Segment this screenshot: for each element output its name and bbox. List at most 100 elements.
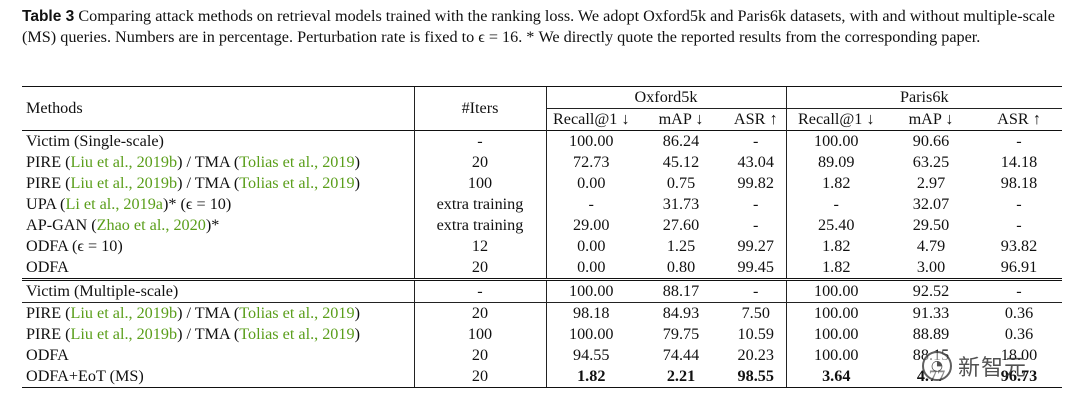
- header-oxford-map: mAP ↓: [658, 110, 704, 128]
- table-row: PIRE (Liu et al., 2019b) / TMA (Tolias e…: [22, 173, 1062, 194]
- value-cell: 100.00: [785, 130, 886, 152]
- value-cell: 0.80: [666, 258, 696, 276]
- value-cell: 63.25: [912, 153, 950, 171]
- method-cell: PIRE (Liu et al., 2019b) / TMA (Tolias e…: [22, 173, 414, 194]
- method-cell: ODFA: [22, 345, 414, 366]
- value-cell: -: [1016, 216, 1022, 234]
- value-cell: 0.00: [545, 236, 636, 257]
- iters-cell: 20: [413, 345, 546, 366]
- value-cell: 32.07: [912, 195, 950, 213]
- value-cell: 29.50: [912, 216, 950, 234]
- method-cell: PIRE (Liu et al., 2019b) / TMA (Tolias e…: [22, 152, 414, 173]
- value-cell: -: [785, 194, 886, 215]
- citation-link[interactable]: Li et al., 2019a: [65, 195, 163, 213]
- table-row: PIRE (Liu et al., 2019b) / TMA (Tolias e…: [22, 152, 1062, 173]
- citation-link[interactable]: Tolias et al., 2019: [239, 174, 355, 192]
- value-cell: 98.55: [726, 366, 786, 388]
- caption-label: Table 3: [22, 8, 75, 25]
- table-row: ODFA (ϵ = 10) 12 0.00 1.25 99.27 1.82 4.79 93.8…: [22, 236, 1062, 257]
- iters-cell: -: [413, 278, 546, 303]
- caption-text: Comparing attack methods on retrieval mo…: [22, 7, 1055, 46]
- table-caption: Table 3 Comparing attack methods on retr…: [22, 6, 1062, 48]
- value-bold: 98.55: [737, 367, 774, 385]
- value-cell: -: [753, 195, 759, 213]
- watermark: ◔ 新智元: [922, 346, 1062, 386]
- value-cell: 92.52: [886, 278, 976, 303]
- table-row: Victim (Single-scale) -100.00 86.24-100.00…: [22, 130, 1062, 152]
- method-text: ): [354, 304, 360, 322]
- iters-cell: 20: [413, 366, 546, 388]
- method-text: ) / TMA (: [177, 174, 240, 192]
- citation-link[interactable]: Tolias et al., 2019: [239, 153, 355, 171]
- value-cell: 1.82: [785, 173, 886, 194]
- header-paris-asr: ASR ↑: [997, 110, 1041, 128]
- value-cell: 84.93: [636, 302, 726, 324]
- citation-link[interactable]: Tolias et al., 2019: [239, 325, 355, 343]
- method-text: ODFA+EoT (MS): [26, 367, 144, 385]
- method-cell: AP-GAN (Zhao et al., 2020)*: [22, 215, 414, 236]
- watermark-text: 新智元: [958, 356, 1028, 381]
- citation-link[interactable]: Liu et al., 2019b: [70, 153, 178, 171]
- table-row: Victim (Multiple-scale) -100.00 88.17-100.…: [22, 278, 1062, 303]
- value-cell: 99.82: [737, 174, 774, 192]
- value-cell: 31.73: [662, 195, 700, 213]
- iters-cell: 20: [413, 152, 546, 173]
- method-cell: Victim (Single-scale): [22, 130, 414, 152]
- value-cell: 3.64: [785, 366, 886, 388]
- citation-link[interactable]: Tolias et al., 2019: [239, 304, 355, 322]
- value-cell: 20.23: [737, 346, 774, 364]
- value-cell: 100.00: [545, 130, 636, 152]
- method-text: PIRE (: [26, 174, 71, 192]
- citation-link[interactable]: Liu et al., 2019b: [70, 304, 178, 322]
- value-cell: 2.97: [916, 174, 946, 192]
- value-bold: 3.64: [822, 367, 851, 385]
- value-bold: 96.73: [1000, 367, 1038, 385]
- value-cell: 1.82: [785, 257, 886, 280]
- value-bold: 2.21: [666, 367, 696, 385]
- table-row: UPA (Li et al., 2019a)* (ϵ = 10) extra tr…: [22, 194, 1062, 215]
- method-text: ) / TMA (: [177, 325, 240, 343]
- value-cell: 0.00: [545, 173, 636, 194]
- method-text: ODFA: [26, 346, 69, 364]
- method-cell: PIRE (Liu et al., 2019b) / TMA (Tolias e…: [22, 324, 414, 345]
- method-text: PIRE (: [26, 304, 71, 322]
- method-text: ): [354, 153, 360, 171]
- value-cell: 100.00: [545, 278, 636, 303]
- value-cell: 100.00: [785, 345, 886, 366]
- header-paris-recall: Recall@1 ↓: [785, 108, 886, 131]
- table-row: PIRE (Liu et al., 2019b) / TMA (Tolias e…: [22, 324, 1062, 345]
- value-cell: 0.75: [666, 174, 696, 192]
- table-row: ODFA 20 0.00 0.80 99.45 1.82 3.00 96.91: [22, 257, 1062, 280]
- value-cell: 86.24: [636, 130, 726, 152]
- value-cell: 98.18: [545, 302, 636, 324]
- value-cell: 100.00: [785, 278, 886, 303]
- method-cell: ODFA (ϵ = 10): [22, 236, 414, 257]
- value-cell: 72.73: [545, 152, 636, 173]
- value-cell: 74.44: [662, 346, 700, 364]
- method-cell: UPA (Li et al., 2019a)* (ϵ = 10): [22, 194, 414, 215]
- value-cell: -: [976, 130, 1062, 152]
- value-cell: -: [1016, 195, 1022, 213]
- value-cell: 99.45: [737, 258, 774, 276]
- method-text: Victim (Multiple-scale): [26, 282, 179, 300]
- value-cell: 94.55: [545, 345, 636, 366]
- value-cell: 45.12: [662, 153, 700, 171]
- method-text: ) / TMA (: [177, 153, 240, 171]
- value-cell: -: [545, 194, 636, 215]
- value-cell: 88.17: [636, 278, 726, 303]
- citation-link[interactable]: Zhao et al., 2020: [96, 216, 206, 234]
- value-cell: 25.40: [785, 215, 886, 236]
- iters-cell: 12: [413, 236, 546, 257]
- citation-link[interactable]: Liu et al., 2019b: [70, 325, 178, 343]
- value-cell: 14.18: [1000, 153, 1038, 171]
- value-cell: 79.75: [662, 325, 700, 343]
- value-cell: 0.00: [545, 257, 636, 280]
- value-cell: 89.09: [785, 152, 886, 173]
- method-cell: Victim (Multiple-scale): [22, 278, 414, 303]
- method-text: )*: [205, 216, 220, 234]
- value-cell: 1.82: [545, 366, 636, 388]
- header-paris6k: Paris6k: [785, 86, 1062, 109]
- method-text: PIRE (: [26, 153, 71, 171]
- citation-link[interactable]: Liu et al., 2019b: [70, 174, 178, 192]
- value-cell: -: [726, 130, 786, 152]
